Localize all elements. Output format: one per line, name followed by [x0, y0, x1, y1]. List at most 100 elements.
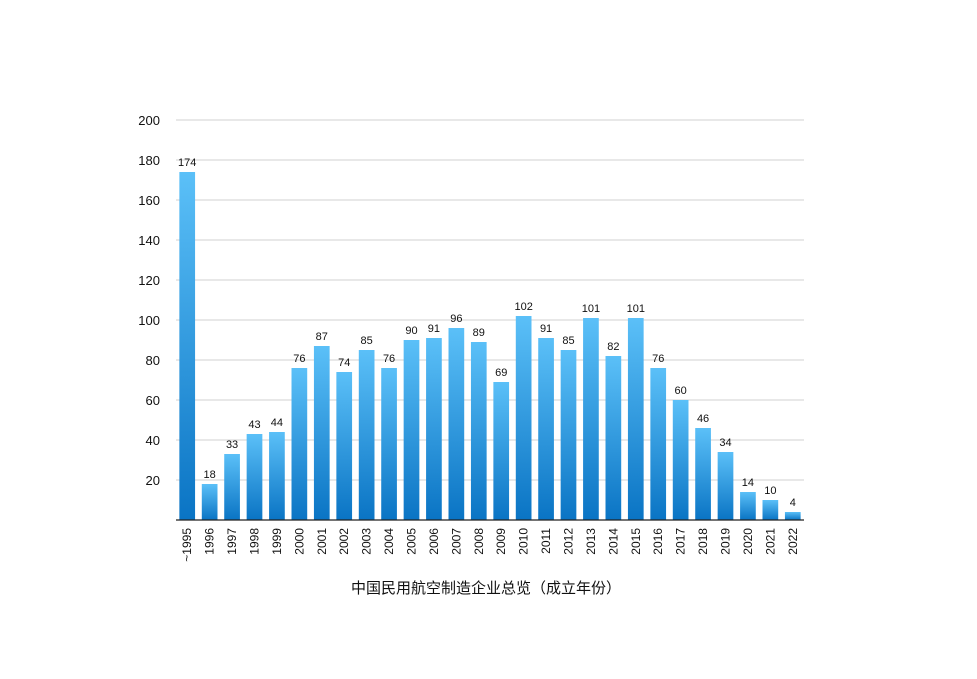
data-label: 46 [697, 413, 709, 425]
bar-1997 [224, 454, 240, 520]
data-label: 69 [495, 367, 507, 379]
x-tick-label: 2008 [472, 528, 486, 555]
y-axis-ticks: 20 40 60 80 100 120 140 160 180 200 [138, 113, 160, 488]
y-tick-label: 40 [146, 433, 160, 448]
bar-2004 [381, 368, 397, 520]
data-label: 102 [514, 301, 532, 313]
bar-2018 [695, 428, 711, 520]
y-tick-label: 200 [138, 113, 160, 128]
bar-1998 [246, 434, 263, 520]
data-label: 85 [361, 335, 373, 347]
bar-2006 [426, 338, 442, 520]
bar-~1995 [179, 172, 196, 520]
x-tick-label: 2020 [741, 528, 755, 555]
data-label: 34 [719, 437, 731, 449]
bar-2013 [583, 318, 599, 520]
x-tick-label: 2002 [337, 528, 351, 555]
x-tick-label: 2007 [449, 528, 463, 555]
x-tick-label: 2004 [382, 528, 396, 555]
y-tick-label: 160 [138, 193, 160, 208]
y-tick-label: 100 [138, 313, 160, 328]
bar-2008 [470, 342, 487, 520]
data-label: 76 [293, 353, 305, 365]
x-axis-ticks: ~1995 1996 1997 1998 1999 2000 2001 2002 2003 200… [180, 528, 800, 562]
x-tick-label: 1996 [203, 528, 217, 555]
bar-2003 [358, 350, 375, 520]
x-tick-label: 2006 [427, 528, 441, 555]
x-tick-label: 2016 [651, 528, 665, 555]
x-tick-label: 2018 [696, 528, 710, 555]
bar-2009 [493, 382, 510, 520]
data-label: 76 [652, 353, 664, 365]
x-tick-label: 2022 [786, 528, 800, 555]
bar-2007 [448, 328, 465, 520]
y-tick-label: 180 [138, 153, 160, 168]
y-tick-label: 60 [146, 393, 160, 408]
bar-2005 [403, 340, 420, 520]
bar-2011 [538, 338, 554, 520]
data-label: 60 [675, 385, 687, 397]
data-label: 10 [764, 485, 776, 497]
bar-2020 [740, 492, 756, 520]
data-label: 4 [790, 497, 796, 509]
chart-title: 中国民用航空制造企业总览（成立年份） [351, 579, 621, 597]
x-tick-label: 2014 [606, 528, 620, 555]
data-label: 44 [271, 417, 283, 429]
data-label: 33 [226, 439, 238, 451]
data-label: 18 [204, 469, 216, 481]
bar-2010 [515, 316, 532, 520]
bar-2002 [336, 372, 353, 520]
x-tick-label: 2001 [315, 528, 329, 555]
bars [179, 172, 801, 520]
x-tick-label: ~1995 [180, 528, 194, 562]
bar-2001 [313, 346, 330, 520]
data-labels: 174 18 33 43 44 76 87 74 85 76 90 91 96 89 69 102 91 85 10… [178, 157, 796, 509]
bar-2017 [672, 400, 689, 520]
bar-1999 [269, 432, 285, 520]
bar-1996 [201, 484, 218, 520]
bar-2015 [627, 318, 644, 520]
y-tick-label: 120 [138, 273, 160, 288]
data-label: 82 [607, 341, 619, 353]
x-tick-label: 1998 [248, 528, 262, 555]
x-tick-label: 2019 [719, 528, 733, 555]
bar-2019 [717, 452, 734, 520]
data-label: 87 [316, 331, 328, 343]
data-label: 101 [582, 303, 600, 315]
bar-2014 [605, 356, 622, 520]
data-label: 85 [562, 335, 574, 347]
bar-2021 [762, 500, 779, 520]
data-label: 76 [383, 353, 395, 365]
data-label: 90 [405, 325, 417, 337]
bar-2012 [560, 350, 577, 520]
y-tick-label: 20 [146, 473, 160, 488]
x-tick-label: 2015 [629, 528, 643, 555]
x-tick-label: 2011 [539, 528, 553, 554]
bar-2000 [291, 368, 308, 520]
x-tick-label: 2010 [517, 528, 531, 555]
data-label: 174 [178, 157, 196, 169]
data-label: 43 [248, 419, 260, 431]
data-label: 91 [540, 323, 552, 335]
x-tick-label: 2013 [584, 528, 598, 555]
bar-2022 [784, 512, 801, 520]
x-tick-label: 2021 [763, 528, 777, 555]
data-label: 91 [428, 323, 440, 335]
x-tick-label: 1997 [225, 528, 239, 555]
x-tick-label: 2009 [494, 528, 508, 555]
data-label: 74 [338, 357, 350, 369]
bar-2016 [650, 368, 667, 520]
x-tick-label: 1999 [270, 528, 284, 555]
data-label: 96 [450, 313, 462, 325]
x-tick-label: 2000 [292, 528, 306, 555]
x-tick-label: 2017 [674, 528, 688, 555]
x-tick-label: 2012 [562, 528, 576, 555]
x-tick-label: 2005 [405, 528, 419, 555]
y-tick-label: 140 [138, 233, 160, 248]
data-label: 89 [473, 327, 485, 339]
data-label: 101 [627, 303, 645, 315]
y-tick-label: 80 [146, 353, 160, 368]
x-tick-label: 2003 [360, 528, 374, 555]
data-label: 14 [742, 477, 754, 489]
